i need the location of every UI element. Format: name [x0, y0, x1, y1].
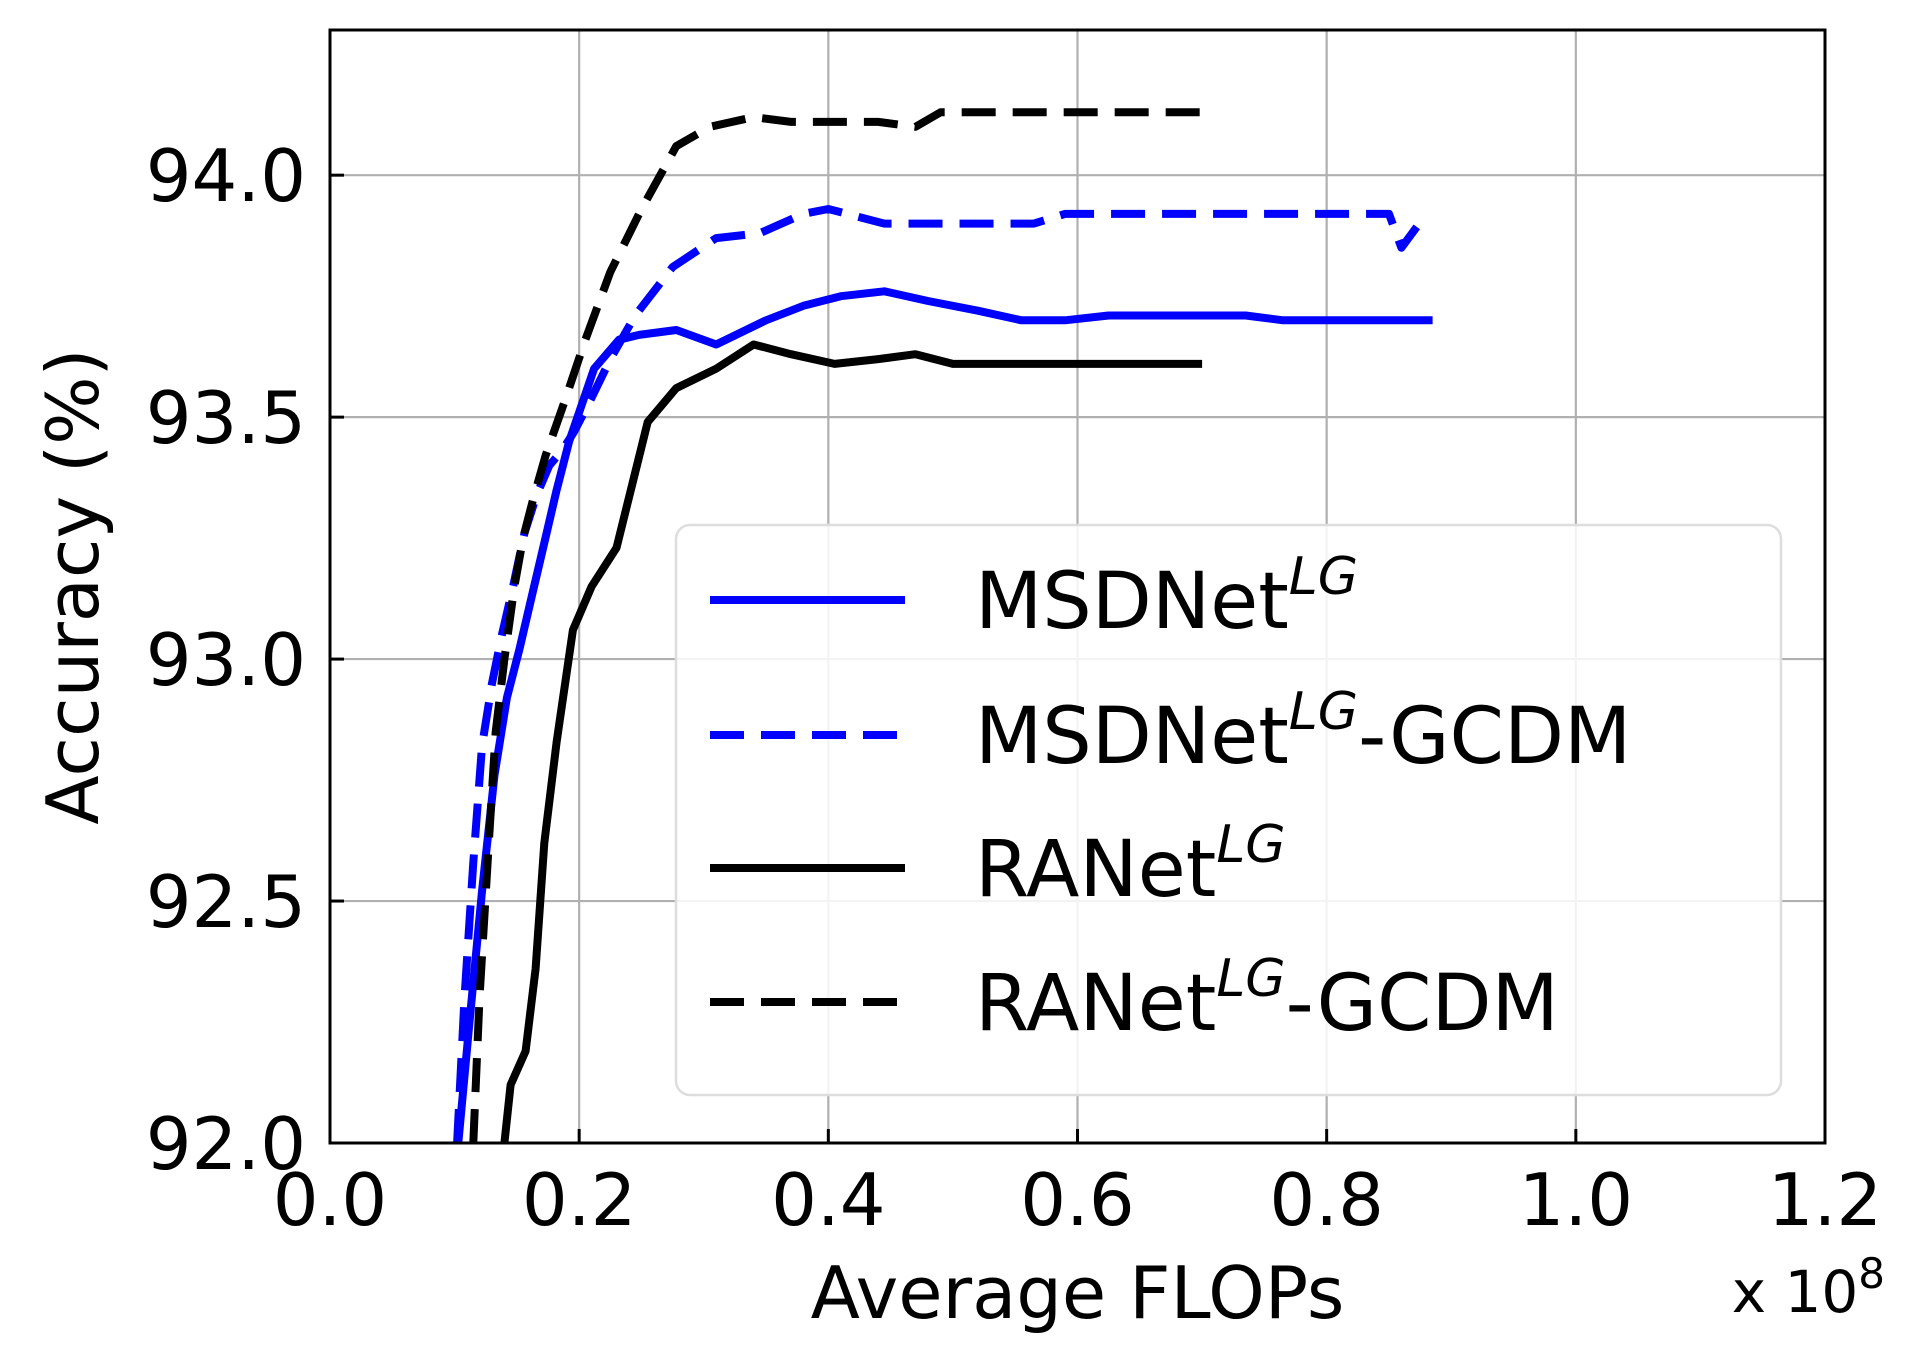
- legend-label-superscript: LG: [1216, 949, 1285, 1009]
- ticks: 0.0 0.2 0.4 0.6 0.8 1.0 1.2 92.0 92.5 93.0 93.5 94.…: [146, 134, 1883, 1242]
- legend-label-suffix: -GCDM: [1286, 959, 1559, 1049]
- legend-label: RANetLG-GCDM: [975, 949, 1559, 1049]
- legend-label-suffix: -GCDM: [1358, 692, 1631, 782]
- y-tick-label: 93.0: [146, 618, 306, 702]
- legend-label-superscript: LG: [1289, 682, 1358, 742]
- legend-label: RANetLG: [975, 815, 1286, 915]
- x-tick-label: 1.2: [1768, 1158, 1883, 1242]
- legend-label-superscript: LG: [1216, 815, 1285, 875]
- x-axis-multiplier: x 108: [1732, 1249, 1885, 1326]
- x-axis-label: Average FLOPs: [811, 1251, 1345, 1335]
- x-axis-multiplier-exponent: 8: [1858, 1249, 1885, 1298]
- series-line-0: [454, 287, 1433, 1143]
- legend-label-name: MSDNet: [975, 692, 1289, 782]
- legend-label-superscript: LG: [1289, 547, 1358, 607]
- series-layer: [453, 108, 1433, 1143]
- x-tick-label: 0.8: [1269, 1158, 1384, 1242]
- y-tick-label: 93.5: [146, 376, 306, 460]
- y-tick-label: 92.5: [146, 860, 306, 944]
- y-tick-label: 94.0: [146, 134, 306, 218]
- legend-label-name: MSDNet: [975, 557, 1289, 647]
- x-tick-label: 0.4: [771, 1158, 886, 1242]
- legend-label-name: RANet: [975, 959, 1216, 1049]
- x-tick-label: 0.0: [273, 1158, 388, 1242]
- y-tick-label: 92.0: [146, 1102, 306, 1186]
- x-tick-label: 1.0: [1519, 1158, 1634, 1242]
- legend-box: [674, 523, 1783, 1097]
- legend-label: MSDNetLG: [975, 547, 1358, 647]
- series-line-2: [500, 340, 1203, 1143]
- legend-label: MSDNetLG-GCDM: [975, 682, 1631, 782]
- x-tick-label: 0.2: [522, 1158, 637, 1242]
- series-line-3: [469, 108, 1203, 1143]
- legend-label-name: RANet: [975, 825, 1216, 915]
- x-axis-multiplier-base: x 10: [1732, 1258, 1859, 1326]
- x-tick-label: 0.6: [1020, 1158, 1135, 1242]
- y-axis-label: Accuracy (%): [31, 348, 115, 824]
